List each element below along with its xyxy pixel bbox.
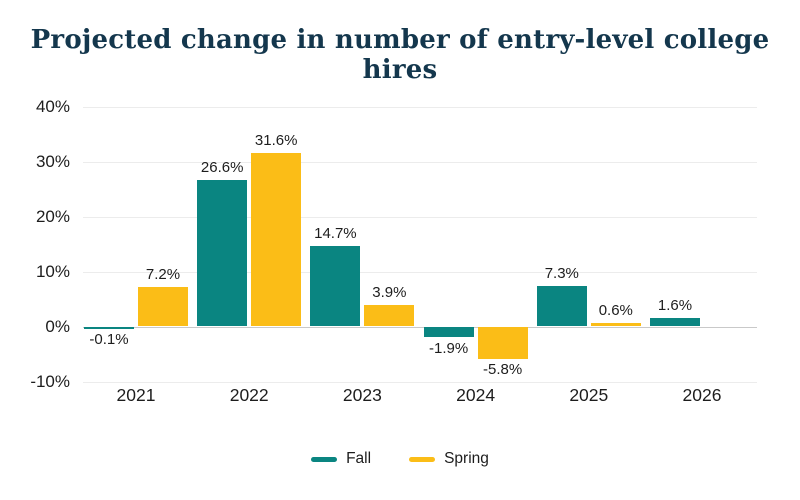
x-axis-label-2021: 2021 (116, 385, 156, 405)
y-axis-tick-label: 10% (35, 261, 70, 281)
x-axis-label-2026: 2026 (682, 385, 722, 405)
gridline-20 (83, 216, 757, 218)
bar-spring-2025 (590, 323, 641, 327)
value-label-fall-2023: 14.7% (314, 224, 357, 242)
value-label-spring-2022: 31.6% (254, 131, 298, 149)
y-axis-tick-label: 40% (35, 96, 70, 116)
bar-fall-2025 (536, 286, 587, 327)
value-label-spring-2024: -5.8% (483, 361, 523, 379)
legend-label-spring: Spring (444, 450, 489, 467)
legend-label-fall: Fall (346, 450, 372, 467)
value-label-fall-2025: 7.3% (544, 265, 579, 283)
x-axis-label-2025: 2025 (569, 385, 609, 405)
y-axis-tick-label: 30% (35, 151, 70, 171)
bar-spring-2022 (251, 152, 302, 327)
x-axis-label-2023: 2023 (342, 385, 382, 405)
value-label-spring-2021: 7.2% (145, 265, 181, 283)
legend-item-spring: Spring (409, 450, 489, 468)
gridline--10 (83, 381, 757, 383)
x-axis-label-2024: 2024 (456, 385, 496, 405)
gridline-0 (83, 326, 757, 328)
bar-fall-2026 (650, 317, 700, 327)
gridline-30 (83, 161, 757, 163)
gridline-40 (83, 106, 757, 108)
bar-spring-2024 (477, 327, 528, 359)
y-axis-tick-label: -10% (30, 371, 70, 391)
legend: Fall Spring (0, 450, 800, 468)
legend-item-fall: Fall (311, 450, 371, 468)
chart-title: Projected change in number of entry-leve… (30, 25, 770, 85)
value-label-fall-2026: 1.6% (657, 296, 693, 314)
bar-fall-2023 (310, 245, 361, 327)
bar-spring-2021 (138, 286, 188, 327)
bar-fall-2021 (84, 327, 134, 329)
value-label-spring-2023: 3.9% (372, 284, 407, 302)
bar-spring-2023 (364, 305, 415, 327)
legend-swatch-fall (311, 456, 338, 462)
y-axis-tick-label: 0% (45, 316, 70, 336)
value-label-spring-2025: 0.6% (598, 302, 633, 320)
bar-fall-2022 (197, 180, 248, 327)
value-label-fall-2022: 26.6% (200, 159, 244, 177)
value-label-fall-2021: -0.1% (89, 331, 129, 348)
legend-swatch-spring (409, 456, 436, 462)
bar-fall-2024 (423, 327, 474, 338)
y-axis-tick-label: 20% (35, 206, 70, 226)
x-axis-label-2022: 2022 (229, 385, 269, 405)
gridline-10 (83, 271, 757, 273)
value-label-fall-2024: -1.9% (429, 339, 469, 357)
